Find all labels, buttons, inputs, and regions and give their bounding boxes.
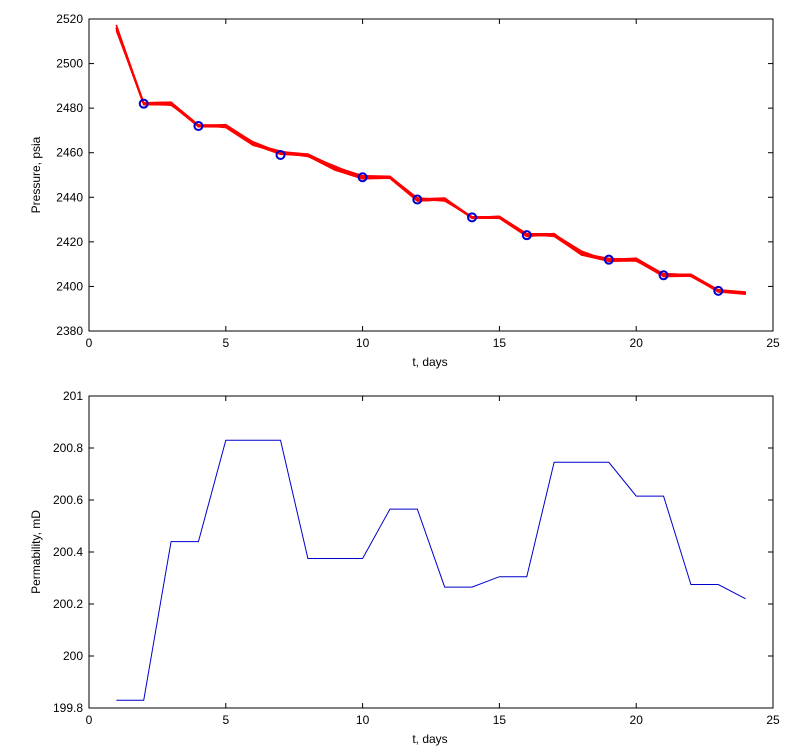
y-tick-label: 2500 (56, 57, 83, 71)
y-tick-label: 200.4 (53, 545, 83, 559)
x-tick-label: 20 (630, 713, 644, 727)
x-axis-label: t, days (412, 732, 447, 746)
y-tick-label: 200.8 (53, 441, 83, 455)
x-tick-label: 20 (630, 336, 644, 350)
y-tick-label: 2520 (56, 12, 83, 26)
x-tick-label: 25 (766, 336, 780, 350)
ensemble-mean-line (115, 27, 746, 295)
x-tick-label: 10 (356, 336, 370, 350)
observed-data-point (138, 98, 149, 109)
ensemble-realization-line (115, 25, 746, 293)
ensemble-realization-line (115, 25, 746, 294)
y-tick-label: 2400 (56, 279, 83, 293)
ensemble-realization-line (115, 25, 746, 293)
x-tick-label: 5 (222, 336, 229, 350)
ensemble-realization-line (115, 25, 746, 295)
y-tick-label: 2480 (56, 101, 83, 115)
y-tick-label: 200.6 (53, 493, 83, 507)
y-tick-label: 2420 (56, 235, 83, 249)
permeability-line (116, 439, 746, 701)
observed-data-point (603, 254, 614, 265)
ensemble-realization-line (115, 27, 746, 294)
observed-data-point (467, 212, 478, 223)
y-tick-label: 2440 (56, 190, 83, 204)
y-tick-label: 2380 (56, 324, 83, 338)
x-tick-label: 0 (86, 713, 93, 727)
x-tick-label: 10 (356, 713, 370, 727)
y-tick-label: 200 (63, 649, 83, 663)
y-tick-label: 201 (63, 389, 83, 403)
y-tick-label: 2460 (56, 146, 83, 160)
x-tick-label: 25 (766, 713, 780, 727)
axes-box (88, 18, 774, 332)
ensemble-realization-line (115, 24, 746, 295)
ensemble-realization-line (115, 25, 746, 295)
x-tick-label: 15 (493, 713, 507, 727)
pressure-plot: 0 5 10 15 20 25 2380 2400 2420 2440 2460 2480 2500 25… (29, 12, 780, 369)
ensemble-realization-line (115, 26, 746, 295)
observed-data-point (658, 270, 669, 281)
y-axis-label: Pressure, psia (29, 136, 43, 213)
observed-data-point (521, 230, 532, 241)
x-axis-label: t, days (412, 355, 447, 369)
x-tick-label: 5 (222, 713, 229, 727)
ensemble-realization-line (115, 29, 746, 294)
permeability-plot: 0 5 10 15 20 25 199.8 200 200.2 200.4 200.6 200.8 20… (29, 389, 780, 746)
ensemble-realization-line (115, 28, 746, 293)
ensemble-realization-line (115, 24, 746, 293)
y-tick-label: 199.8 (53, 701, 83, 715)
observed-data-point (275, 149, 286, 160)
ensemble-realization-line (115, 29, 746, 294)
observed-data-point (357, 172, 368, 183)
ensemble-realization-line (115, 29, 746, 296)
observed-data-point (713, 285, 724, 296)
ensemble-realization-line (115, 24, 746, 294)
ensemble-realization-line (115, 31, 746, 294)
ensemble-realization-line (115, 26, 746, 294)
x-tick-label: 0 (86, 336, 93, 350)
ensemble-realization-line (115, 24, 746, 294)
y-tick-label: 200.2 (53, 597, 83, 611)
y-axis-label: Permability, mD (29, 510, 43, 594)
axes-box (88, 395, 774, 709)
observed-data-point (193, 120, 204, 131)
observed-data-point (412, 194, 423, 205)
x-tick-label: 15 (493, 336, 507, 350)
ensemble-realization-line (115, 29, 746, 294)
